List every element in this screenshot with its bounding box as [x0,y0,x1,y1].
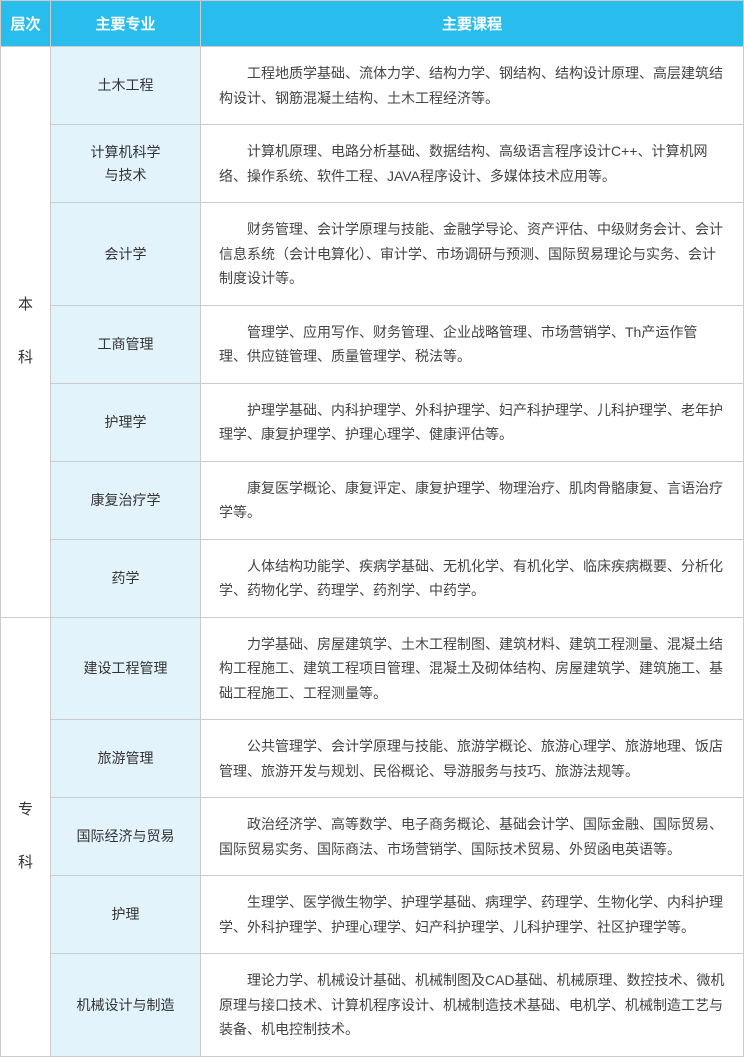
table-row: 药学人体结构功能学、疾病学基础、无机化学、有机化学、临床疾病概要、分析化学、药物… [1,539,744,617]
level-char: 本 [18,279,33,332]
table-row: 旅游管理公共管理学、会计学原理与技能、旅游学概论、旅游心理学、旅游地理、饭店管理… [1,720,744,798]
header-level: 层次 [1,1,51,47]
major-cell: 护理 [51,876,201,954]
major-cell: 康复治疗学 [51,461,201,539]
course-cell: 工程地质学基础、流体力学、结构力学、钢结构、结构设计原理、高层建筑结构设计、钢筋… [201,47,744,125]
level-char: 科 [18,332,33,385]
table-row: 康复治疗学康复医学概论、康复评定、康复护理学、物理治疗、肌肉骨骼康复、言语治疗学… [1,461,744,539]
course-cell: 生理学、医学微生物学、护理学基础、病理学、药理学、生物化学、内科护理学、外科护理… [201,876,744,954]
major-cell: 工商管理 [51,305,201,383]
table-row: 机械设计与制造理论力学、机械设计基础、机械制图及CAD基础、机械原理、数控技术、… [1,954,744,1057]
table-row: 计算机科学与技术计算机原理、电路分析基础、数据结构、高级语言程序设计C++、计算… [1,125,744,203]
course-cell: 财务管理、会计学原理与技能、金融学导论、资产评估、中级财务会计、会计信息系统（会… [201,203,744,306]
level-char: 专 [18,784,33,837]
course-cell: 公共管理学、会计学原理与技能、旅游学概论、旅游心理学、旅游地理、饭店管理、旅游开… [201,720,744,798]
course-cell: 康复医学概论、康复评定、康复护理学、物理治疗、肌肉骨骼康复、言语治疗学等。 [201,461,744,539]
major-cell: 机械设计与制造 [51,954,201,1057]
course-cell: 理论力学、机械设计基础、机械制图及CAD基础、机械原理、数控技术、微机原理与接口… [201,954,744,1057]
major-cell: 药学 [51,539,201,617]
table-body: 本科土木工程工程地质学基础、流体力学、结构力学、钢结构、结构设计原理、高层建筑结… [1,47,744,1057]
curriculum-table: 层次 主要专业 主要课程 本科土木工程工程地质学基础、流体力学、结构力学、钢结构… [0,0,744,1057]
major-cell: 计算机科学与技术 [51,125,201,203]
table-row: 国际经济与贸易政治经济学、高等数学、电子商务概论、基础会计学、国际金融、国际贸易… [1,798,744,876]
table-row: 本科土木工程工程地质学基础、流体力学、结构力学、钢结构、结构设计原理、高层建筑结… [1,47,744,125]
course-cell: 管理学、应用写作、财务管理、企业战略管理、市场营销学、Th产运作管理、供应链管理… [201,305,744,383]
table-row: 工商管理管理学、应用写作、财务管理、企业战略管理、市场营销学、Th产运作管理、供… [1,305,744,383]
major-cell: 建设工程管理 [51,617,201,720]
table-row: 会计学财务管理、会计学原理与技能、金融学导论、资产评估、中级财务会计、会计信息系… [1,203,744,306]
table-header: 层次 主要专业 主要课程 [1,1,744,47]
major-cell: 土木工程 [51,47,201,125]
course-cell: 政治经济学、高等数学、电子商务概论、基础会计学、国际金融、国际贸易、国际贸易实务… [201,798,744,876]
level-cell: 专科 [1,617,51,1056]
level-cell: 本科 [1,47,51,618]
table-row: 护理生理学、医学微生物学、护理学基础、病理学、药理学、生物化学、内科护理学、外科… [1,876,744,954]
course-cell: 力学基础、房屋建筑学、土木工程制图、建筑材料、建筑工程测量、混凝土结构工程施工、… [201,617,744,720]
major-cell: 护理学 [51,383,201,461]
major-cell: 会计学 [51,203,201,306]
table-row: 专科建设工程管理力学基础、房屋建筑学、土木工程制图、建筑材料、建筑工程测量、混凝… [1,617,744,720]
table-row: 护理学护理学基础、内科护理学、外科护理学、妇产科护理学、儿科护理学、老年护理学、… [1,383,744,461]
header-course: 主要课程 [201,1,744,47]
major-cell: 国际经济与贸易 [51,798,201,876]
level-char: 科 [18,837,33,890]
header-major: 主要专业 [51,1,201,47]
major-cell: 旅游管理 [51,720,201,798]
course-cell: 计算机原理、电路分析基础、数据结构、高级语言程序设计C++、计算机网络、操作系统… [201,125,744,203]
course-cell: 护理学基础、内科护理学、外科护理学、妇产科护理学、儿科护理学、老年护理学、康复护… [201,383,744,461]
course-cell: 人体结构功能学、疾病学基础、无机化学、有机化学、临床疾病概要、分析化学、药物化学… [201,539,744,617]
